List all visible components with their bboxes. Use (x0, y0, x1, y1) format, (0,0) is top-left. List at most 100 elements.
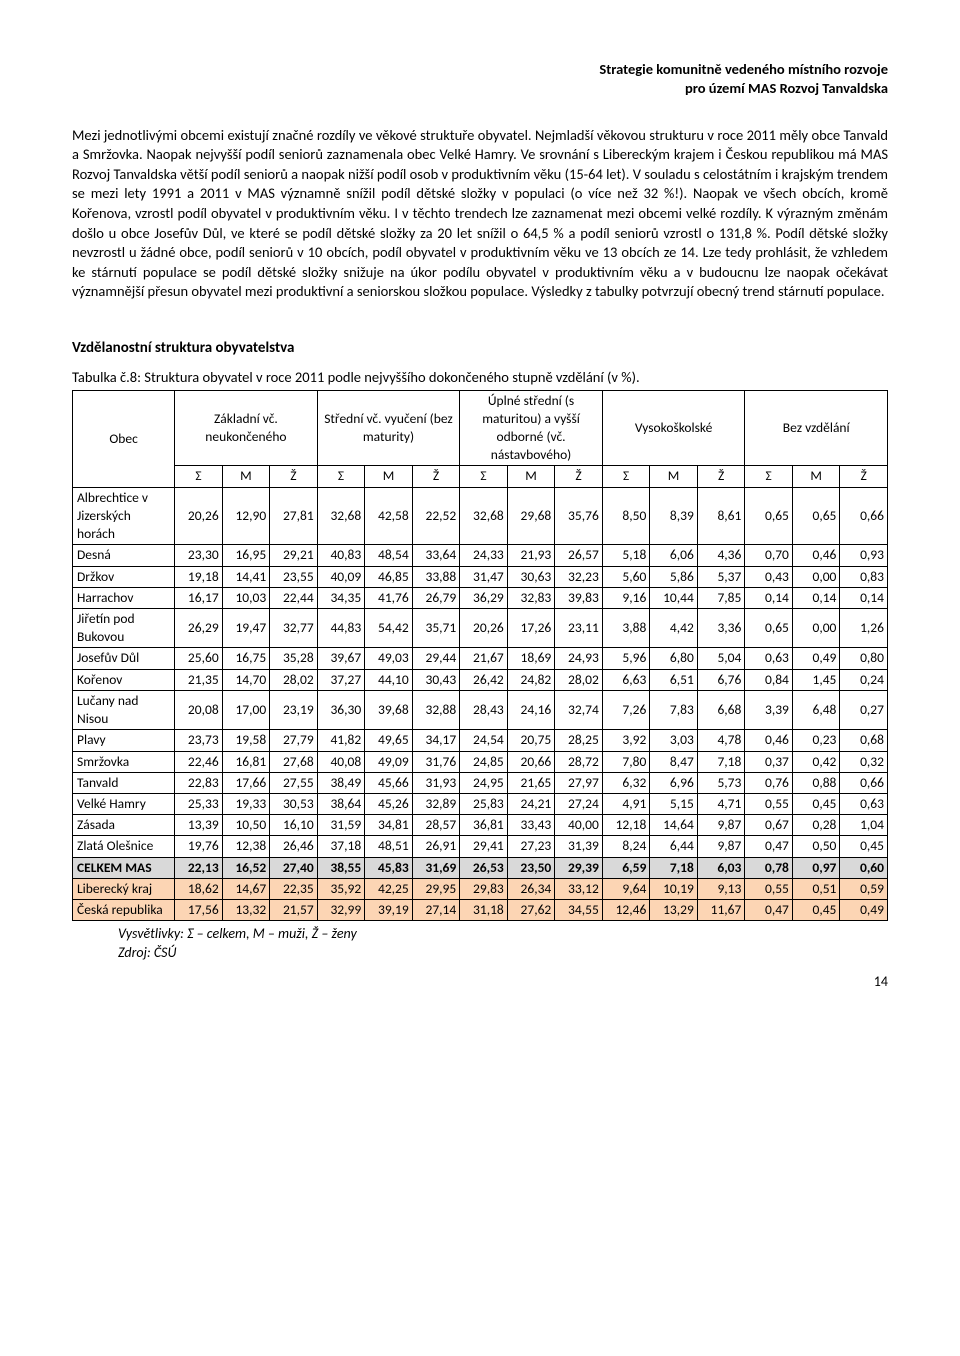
cell: 35,71 (412, 608, 460, 647)
cell: 23,73 (175, 730, 223, 751)
row-label: Albrechtice v Jizerských horách (73, 487, 175, 545)
subcol: Ž (270, 466, 318, 487)
cell: 19,58 (222, 730, 270, 751)
table-row: Zásada13,3910,5016,1031,5934,8128,5736,8… (73, 815, 888, 836)
cell: 35,92 (317, 878, 365, 899)
cell: 0,66 (840, 772, 888, 793)
cell: 19,33 (222, 793, 270, 814)
cell: 0,80 (840, 648, 888, 669)
cell: 13,32 (222, 900, 270, 921)
col-group-0: Základní vč. neukončeného (175, 390, 318, 466)
subcol: Ž (840, 466, 888, 487)
cell: 14,70 (222, 669, 270, 690)
cell: 24,33 (460, 545, 508, 566)
cell: 6,32 (602, 772, 650, 793)
cell: 25,60 (175, 648, 223, 669)
row-label: Smržovka (73, 751, 175, 772)
cell: 26,34 (507, 878, 555, 899)
table-row: Kořenov21,3514,7028,0237,2744,1030,4326,… (73, 669, 888, 690)
cell: 31,93 (412, 772, 460, 793)
cell: 37,27 (317, 669, 365, 690)
header-line1: Strategie komunitně vedeného místního ro… (72, 60, 888, 79)
cell: 0,24 (840, 669, 888, 690)
cell: 5,60 (602, 566, 650, 587)
cell: 16,17 (175, 587, 223, 608)
col-group-3: Vysokoškolské (602, 390, 745, 466)
cell: 33,64 (412, 545, 460, 566)
subcol: Σ (602, 466, 650, 487)
cell: 33,12 (555, 878, 603, 899)
cell: 0,32 (840, 751, 888, 772)
cell: 29,68 (507, 487, 555, 545)
cell: 0,55 (745, 793, 793, 814)
cell: 0,63 (840, 793, 888, 814)
cell: 12,38 (222, 836, 270, 857)
cell: 32,89 (412, 793, 460, 814)
cell: 33,43 (507, 815, 555, 836)
row-label: Desná (73, 545, 175, 566)
cell: 0,66 (840, 487, 888, 545)
subcol: Ž (697, 466, 745, 487)
cell: 29,83 (460, 878, 508, 899)
cell: 27,79 (270, 730, 318, 751)
cell: 0,55 (745, 878, 793, 899)
cell: 26,91 (412, 836, 460, 857)
cell: 9,64 (602, 878, 650, 899)
cell: 48,54 (365, 545, 413, 566)
cell: 39,67 (317, 648, 365, 669)
page-number: 14 (72, 973, 888, 992)
table-row: Plavy23,7319,5827,7941,8249,6534,1724,54… (73, 730, 888, 751)
cell: 44,83 (317, 608, 365, 647)
cell: 20,75 (507, 730, 555, 751)
row-label: Plavy (73, 730, 175, 751)
cell: 34,81 (365, 815, 413, 836)
subcol: M (650, 466, 698, 487)
cell: 16,10 (270, 815, 318, 836)
cell: 20,08 (175, 690, 223, 729)
cell: 4,36 (697, 545, 745, 566)
cell: 27,68 (270, 751, 318, 772)
cell: 0,14 (840, 587, 888, 608)
table-row: Josefův Důl25,6016,7535,2839,6749,0329,4… (73, 648, 888, 669)
table-row: Tanvald22,8317,6627,5538,4945,6631,9324,… (73, 772, 888, 793)
cell: 0,45 (792, 793, 840, 814)
cell: 20,66 (507, 751, 555, 772)
cell: 48,51 (365, 836, 413, 857)
cell: 49,65 (365, 730, 413, 751)
cell: 0,70 (745, 545, 793, 566)
cell: 6,80 (650, 648, 698, 669)
cell: 3,92 (602, 730, 650, 751)
cell: 23,55 (270, 566, 318, 587)
table-row: Velké Hamry25,3319,3330,5338,6445,2632,8… (73, 793, 888, 814)
col-group-4: Bez vzdělání (745, 390, 888, 466)
subcol: M (222, 466, 270, 487)
subcol: Σ (460, 466, 508, 487)
cell: 29,39 (555, 857, 603, 878)
cell: 22,52 (412, 487, 460, 545)
footnotes: Vysvětlivky: Σ – celkem, M – muži, Ž – ž… (118, 925, 888, 963)
cell: 0,68 (840, 730, 888, 751)
cell: 5,73 (697, 772, 745, 793)
cell: 21,67 (460, 648, 508, 669)
cell: 29,41 (460, 836, 508, 857)
row-label: Liberecký kraj (73, 878, 175, 899)
cell: 24,95 (460, 772, 508, 793)
row-label: Kořenov (73, 669, 175, 690)
cell: 23,19 (270, 690, 318, 729)
cell: 7,80 (602, 751, 650, 772)
cell: 4,71 (697, 793, 745, 814)
cell: 0,00 (792, 608, 840, 647)
cell: 34,35 (317, 587, 365, 608)
cell: 0,00 (792, 566, 840, 587)
cell: 36,81 (460, 815, 508, 836)
cell: 39,68 (365, 690, 413, 729)
doc-header: Strategie komunitně vedeného místního ro… (72, 60, 888, 98)
cell: 12,90 (222, 487, 270, 545)
cell: 1,26 (840, 608, 888, 647)
cell: 42,25 (365, 878, 413, 899)
cell: 0,50 (792, 836, 840, 857)
cell: 34,55 (555, 900, 603, 921)
cell: 0,67 (745, 815, 793, 836)
cell: 7,18 (697, 751, 745, 772)
cell: 36,29 (460, 587, 508, 608)
